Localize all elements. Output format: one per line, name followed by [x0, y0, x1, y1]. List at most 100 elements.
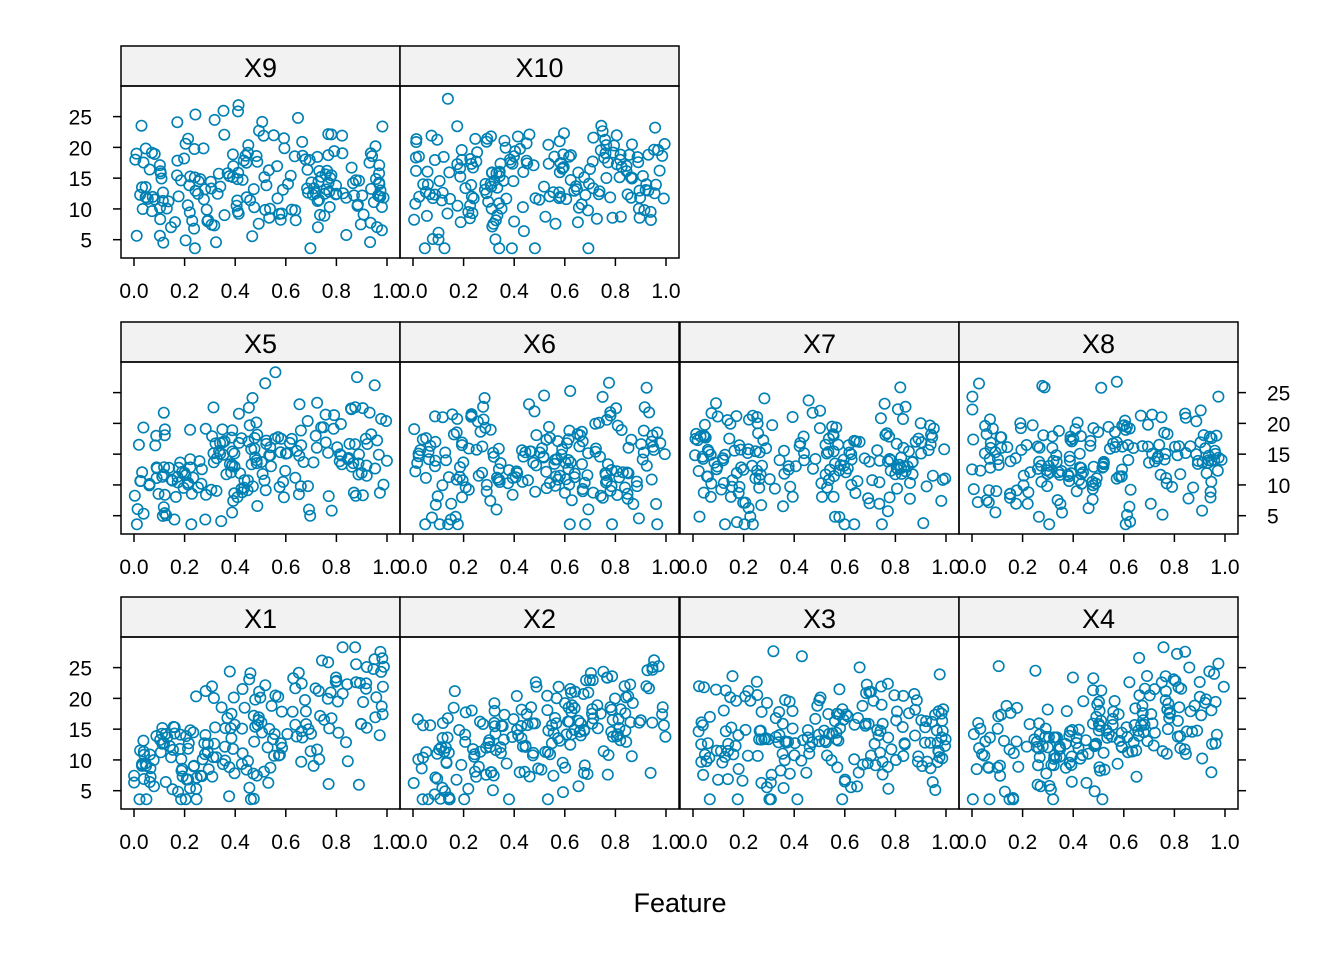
- data-point: [252, 217, 265, 230]
- data-point: [607, 146, 620, 159]
- data-point: [537, 451, 550, 464]
- data-point: [1047, 759, 1060, 772]
- data-point: [1186, 725, 1199, 738]
- panel-frame: [679, 361, 960, 535]
- data-point: [994, 769, 1007, 782]
- data-point: [659, 730, 672, 743]
- data-point: [651, 426, 664, 439]
- data-point: [285, 203, 298, 216]
- data-point: [218, 128, 231, 141]
- data-point: [633, 211, 646, 224]
- data-point: [185, 518, 198, 531]
- strip-label-x5: X5: [244, 329, 277, 359]
- data-point: [478, 391, 491, 404]
- x-tick-label: 1.0: [931, 831, 960, 854]
- data-point: [309, 187, 322, 200]
- data-point: [465, 190, 478, 203]
- data-point: [1141, 669, 1154, 682]
- data-point: [336, 129, 349, 142]
- data-point: [966, 793, 979, 806]
- data-point: [310, 441, 323, 454]
- data-point: [408, 213, 421, 226]
- data-point: [376, 652, 389, 665]
- data-point: [459, 706, 472, 719]
- data-point: [375, 700, 388, 713]
- x-tick-label: 0.0: [119, 280, 148, 303]
- data-point: [1026, 419, 1039, 432]
- data-point: [649, 121, 662, 134]
- data-point: [763, 793, 776, 806]
- x-tick-label: 0.2: [449, 556, 478, 579]
- data-point: [295, 755, 308, 768]
- data-point: [726, 474, 739, 487]
- data-point: [273, 748, 286, 761]
- data-point: [1028, 733, 1041, 746]
- strip-background: [399, 45, 680, 87]
- data-point: [724, 417, 737, 430]
- data-point: [1193, 690, 1206, 703]
- data-point: [435, 194, 448, 207]
- data-point: [853, 661, 866, 674]
- data-point: [226, 506, 239, 519]
- data-point: [827, 490, 840, 503]
- data-point: [1206, 737, 1219, 750]
- y-tick-label: 20: [1267, 413, 1290, 436]
- data-point: [1052, 466, 1065, 479]
- data-point: [622, 690, 635, 703]
- data-point: [413, 190, 426, 203]
- data-point: [1023, 718, 1036, 731]
- data-point: [324, 686, 337, 699]
- data-point: [485, 766, 498, 779]
- data-point: [871, 444, 884, 457]
- data-point: [529, 192, 542, 205]
- data-point: [630, 480, 643, 493]
- data-point: [1053, 743, 1066, 756]
- data-point: [885, 743, 898, 756]
- data-point: [373, 486, 386, 499]
- strip-label-x7: X7: [803, 329, 836, 359]
- data-point: [1047, 793, 1060, 806]
- data-point: [640, 381, 653, 394]
- data-point: [1043, 779, 1056, 792]
- data-point: [929, 783, 942, 796]
- data-point: [1212, 390, 1225, 403]
- data-point: [354, 218, 367, 231]
- data-point: [1156, 745, 1169, 758]
- data-point: [199, 684, 212, 697]
- data-point: [152, 487, 165, 500]
- data-point: [364, 236, 377, 249]
- data-point: [693, 510, 706, 523]
- data-point: [1157, 641, 1170, 654]
- data-point: [621, 487, 634, 500]
- data-point: [648, 654, 661, 667]
- data-point: [301, 163, 314, 176]
- x-tick-label: 0.0: [398, 831, 427, 854]
- data-point: [1210, 728, 1223, 741]
- data-point: [983, 793, 996, 806]
- data-point: [654, 437, 667, 450]
- data-point: [1096, 793, 1109, 806]
- data-point: [714, 744, 727, 757]
- data-point: [1090, 710, 1103, 723]
- data-point: [703, 710, 716, 723]
- data-point: [862, 492, 875, 505]
- data-point: [1120, 721, 1133, 734]
- data-point: [727, 748, 740, 761]
- data-point: [498, 708, 511, 721]
- data-point: [350, 658, 363, 671]
- data-point: [132, 438, 145, 451]
- data-point: [178, 152, 191, 165]
- data-point: [1030, 740, 1043, 753]
- data-point: [349, 676, 362, 689]
- data-point: [873, 497, 886, 510]
- data-point: [614, 210, 627, 223]
- data-point: [271, 192, 284, 205]
- data-point: [250, 416, 263, 429]
- data-point: [1208, 667, 1221, 680]
- data-point: [1174, 468, 1187, 481]
- data-point: [352, 448, 365, 461]
- data-point: [614, 734, 627, 747]
- x-tick-label: 0.6: [271, 556, 300, 579]
- data-point: [966, 403, 979, 416]
- data-point: [1149, 455, 1162, 468]
